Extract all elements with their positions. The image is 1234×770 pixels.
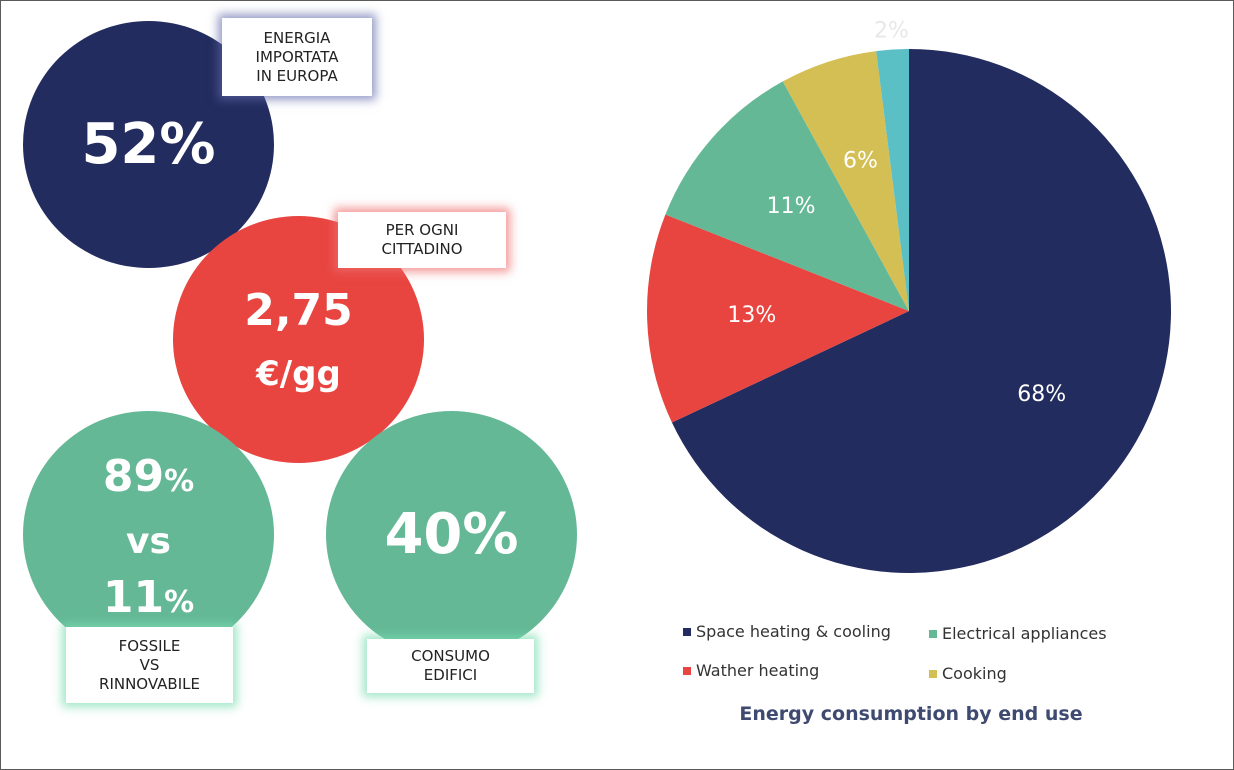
fossil-vs-renewable-label: FOSSILE VS RINNOVABILE bbox=[66, 627, 233, 703]
vs-text: vs bbox=[126, 521, 171, 562]
renewable-number: 11 bbox=[102, 572, 165, 623]
pie-data-label: 2% bbox=[874, 19, 909, 44]
pie-slice bbox=[646, 214, 909, 423]
legend-item: Wather heating bbox=[683, 661, 819, 680]
imported-energy-label-line: ENERGIA bbox=[263, 28, 331, 47]
renewable-value: 11% bbox=[103, 570, 194, 635]
per-citizen-unit: €/gg bbox=[256, 353, 341, 394]
fossil-vs-renewable-circle: 89% vs 11% bbox=[23, 411, 274, 658]
fossil-label-line: VS bbox=[139, 655, 160, 674]
legend-label: Wather heating bbox=[696, 661, 820, 680]
building-consumption-label: CONSUMO EDIFICI bbox=[367, 639, 534, 693]
building-consumption-circle: 40% bbox=[326, 411, 577, 658]
pie-data-label: 68% bbox=[1017, 382, 1066, 407]
pie-data-label: 13% bbox=[727, 303, 776, 328]
chart-title: Energy consumption by end use bbox=[739, 703, 1083, 725]
per-citizen-label-line: CITTADINO bbox=[381, 240, 463, 258]
fossil-label-line: RINNOVABILE bbox=[99, 674, 200, 693]
legend-swatch bbox=[683, 627, 691, 636]
per-citizen-label: PER OGNI CITTADINO bbox=[338, 212, 506, 268]
legend-label: Cooking bbox=[942, 664, 1007, 683]
legend-swatch bbox=[929, 629, 937, 638]
building-label-line: EDIFICI bbox=[423, 666, 478, 684]
building-label-line: CONSUMO bbox=[411, 647, 490, 665]
legend-label: Space heating & cooling bbox=[696, 622, 891, 641]
pie-slice bbox=[665, 81, 909, 311]
pie-data-label: 11% bbox=[767, 194, 816, 219]
fossil-label-line: FOSSILE bbox=[118, 636, 181, 655]
pie-slice bbox=[782, 51, 909, 311]
imported-energy-label-line: IN EUROPA bbox=[256, 66, 338, 85]
renewable-pct: % bbox=[164, 585, 195, 620]
imported-energy-label-line: IMPORTATA bbox=[255, 47, 339, 66]
per-citizen-value: 2,75 bbox=[244, 284, 353, 336]
legend-item: Electrical appliances bbox=[929, 624, 1107, 643]
imported-energy-value: 52% bbox=[81, 111, 216, 177]
building-consumption-value: 40% bbox=[384, 501, 519, 567]
pie-slice bbox=[671, 49, 1171, 573]
legend-item: Cooking bbox=[929, 664, 1007, 683]
legend-swatch bbox=[929, 669, 937, 678]
fossil-number: 89 bbox=[102, 451, 165, 502]
legend-label: Electrical appliances bbox=[942, 624, 1107, 643]
imported-energy-label: ENERGIA IMPORTATA IN EUROPA bbox=[222, 18, 372, 96]
fossil-value: 89% bbox=[103, 449, 194, 514]
legend-swatch bbox=[683, 666, 691, 675]
fossil-pct: % bbox=[164, 464, 195, 499]
pie-slice bbox=[876, 49, 909, 311]
legend-item: Space heating & cooling bbox=[683, 622, 891, 641]
per-citizen-label-line: PER OGNI bbox=[385, 221, 459, 239]
pie-data-label: 6% bbox=[843, 148, 878, 173]
